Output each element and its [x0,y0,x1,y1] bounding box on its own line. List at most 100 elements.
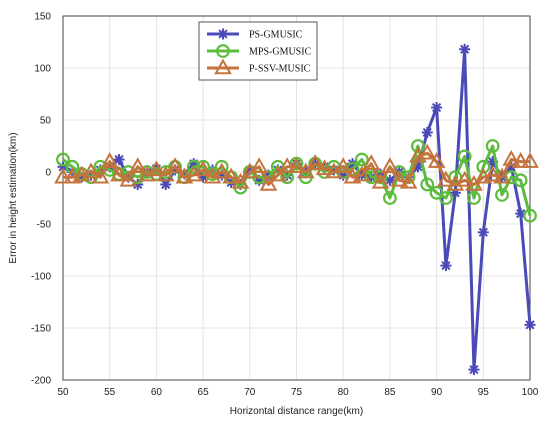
data-point [259,174,278,191]
legend: PS-GMUSIC MPS-GMUSIC P-SSV-MUSIC [198,21,318,81]
legend-swatch-marker [214,58,232,75]
data-point [315,159,334,176]
legend-label: MPS-GMUSIC [249,47,312,58]
series-p-ssv-music [54,143,539,191]
data-point [399,172,418,189]
data-point [420,177,435,192]
x-tick-label: 95 [478,387,490,398]
data-point [110,165,128,182]
data-point [250,157,268,174]
tick-labels: 50 55 60 65 70 75 80 85 90 95 100 150 100 50 0 -50 -100 -… [31,12,539,399]
y-tick-label: -100 [31,272,51,283]
data-point [468,364,480,376]
x-tick-label: 90 [431,387,443,398]
data-point [476,159,491,174]
data-point [440,260,452,272]
x-tick-label: 85 [384,387,396,398]
data-point [147,160,166,177]
asterisk-stroke [460,44,470,54]
data-point [54,167,72,184]
y-tick-label: -200 [31,376,51,387]
x-tick-label: 100 [522,387,539,398]
data-point [100,152,119,168]
data-point [287,157,306,174]
data-point [467,191,481,205]
legend-swatch-marker [217,28,229,40]
asterisk-stroke [478,227,488,237]
data-point [495,187,509,202]
data-point [82,162,100,179]
data-point [362,154,381,170]
asterisk-stroke [516,209,526,219]
legend-items: PS-GMUSIC MPS-GMUSIC P-SSV-MUSIC [207,28,312,75]
data-point [56,152,70,167]
asterisk-stroke [413,162,423,172]
y-tick-label: 50 [40,116,52,127]
y-tick-label: 0 [45,168,51,179]
data-point [65,159,80,174]
data-point [502,149,521,166]
y-tick-label: 100 [34,64,51,75]
data-point [439,191,453,205]
y-tick-label: -150 [31,324,51,335]
asterisk-stroke [385,175,395,185]
x-tick-label: 55 [104,387,116,398]
data-point [511,152,530,168]
data-point [113,154,125,166]
data-point [212,162,231,179]
data-point [231,172,250,189]
data-point [459,43,471,55]
data-point [411,139,425,153]
data-point [455,170,474,187]
plot-frame [62,15,531,381]
data-point [222,167,240,184]
data-point [437,170,455,187]
asterisk-stroke [432,102,442,113]
data-point [268,165,287,182]
data-point [427,152,446,168]
asterisk-stroke [525,320,535,330]
data-point [521,152,539,168]
data-point [194,160,212,177]
asterisk-stroke [441,261,451,271]
legend-item: P-SSV-MUSIC [207,58,311,75]
data-point [156,165,175,182]
x-tick-label: 60 [151,387,163,398]
data-point [493,167,511,184]
data-point [353,165,371,182]
data-point [390,170,409,187]
x-tick-label: 80 [338,387,350,398]
asterisk-stroke [218,29,228,39]
x-tick-label: 70 [244,387,256,398]
y-axis-label: Error in height estimation(km) [8,132,19,263]
data-point [354,152,369,167]
asterisk-stroke [469,365,479,375]
data-point [431,102,443,114]
data-point [334,157,353,174]
data-point [91,167,110,184]
data-point [483,165,502,182]
data-point [524,319,536,331]
y-tick-label: -50 [37,220,52,231]
data-point [523,208,537,223]
legend-item: PS-GMUSIC [207,28,303,41]
data-point [278,157,296,174]
data-point [421,126,433,138]
y-tick-label: 150 [34,12,51,23]
x-tick-label: 50 [57,387,69,398]
series-group [54,43,539,376]
data-point [513,173,528,188]
data-point [166,157,184,174]
x-tick-label: 65 [198,387,210,398]
data-point [477,226,489,238]
data-point [297,162,315,179]
legend-label: P-SSV-MUSIC [249,64,311,75]
legend-label: PS-GMUSIC [249,30,303,41]
data-point [306,154,325,170]
data-point [383,191,397,205]
asterisk-stroke [114,154,124,165]
asterisk-stroke [161,179,171,190]
x-tick-label: 75 [291,387,303,398]
data-point [418,143,437,160]
